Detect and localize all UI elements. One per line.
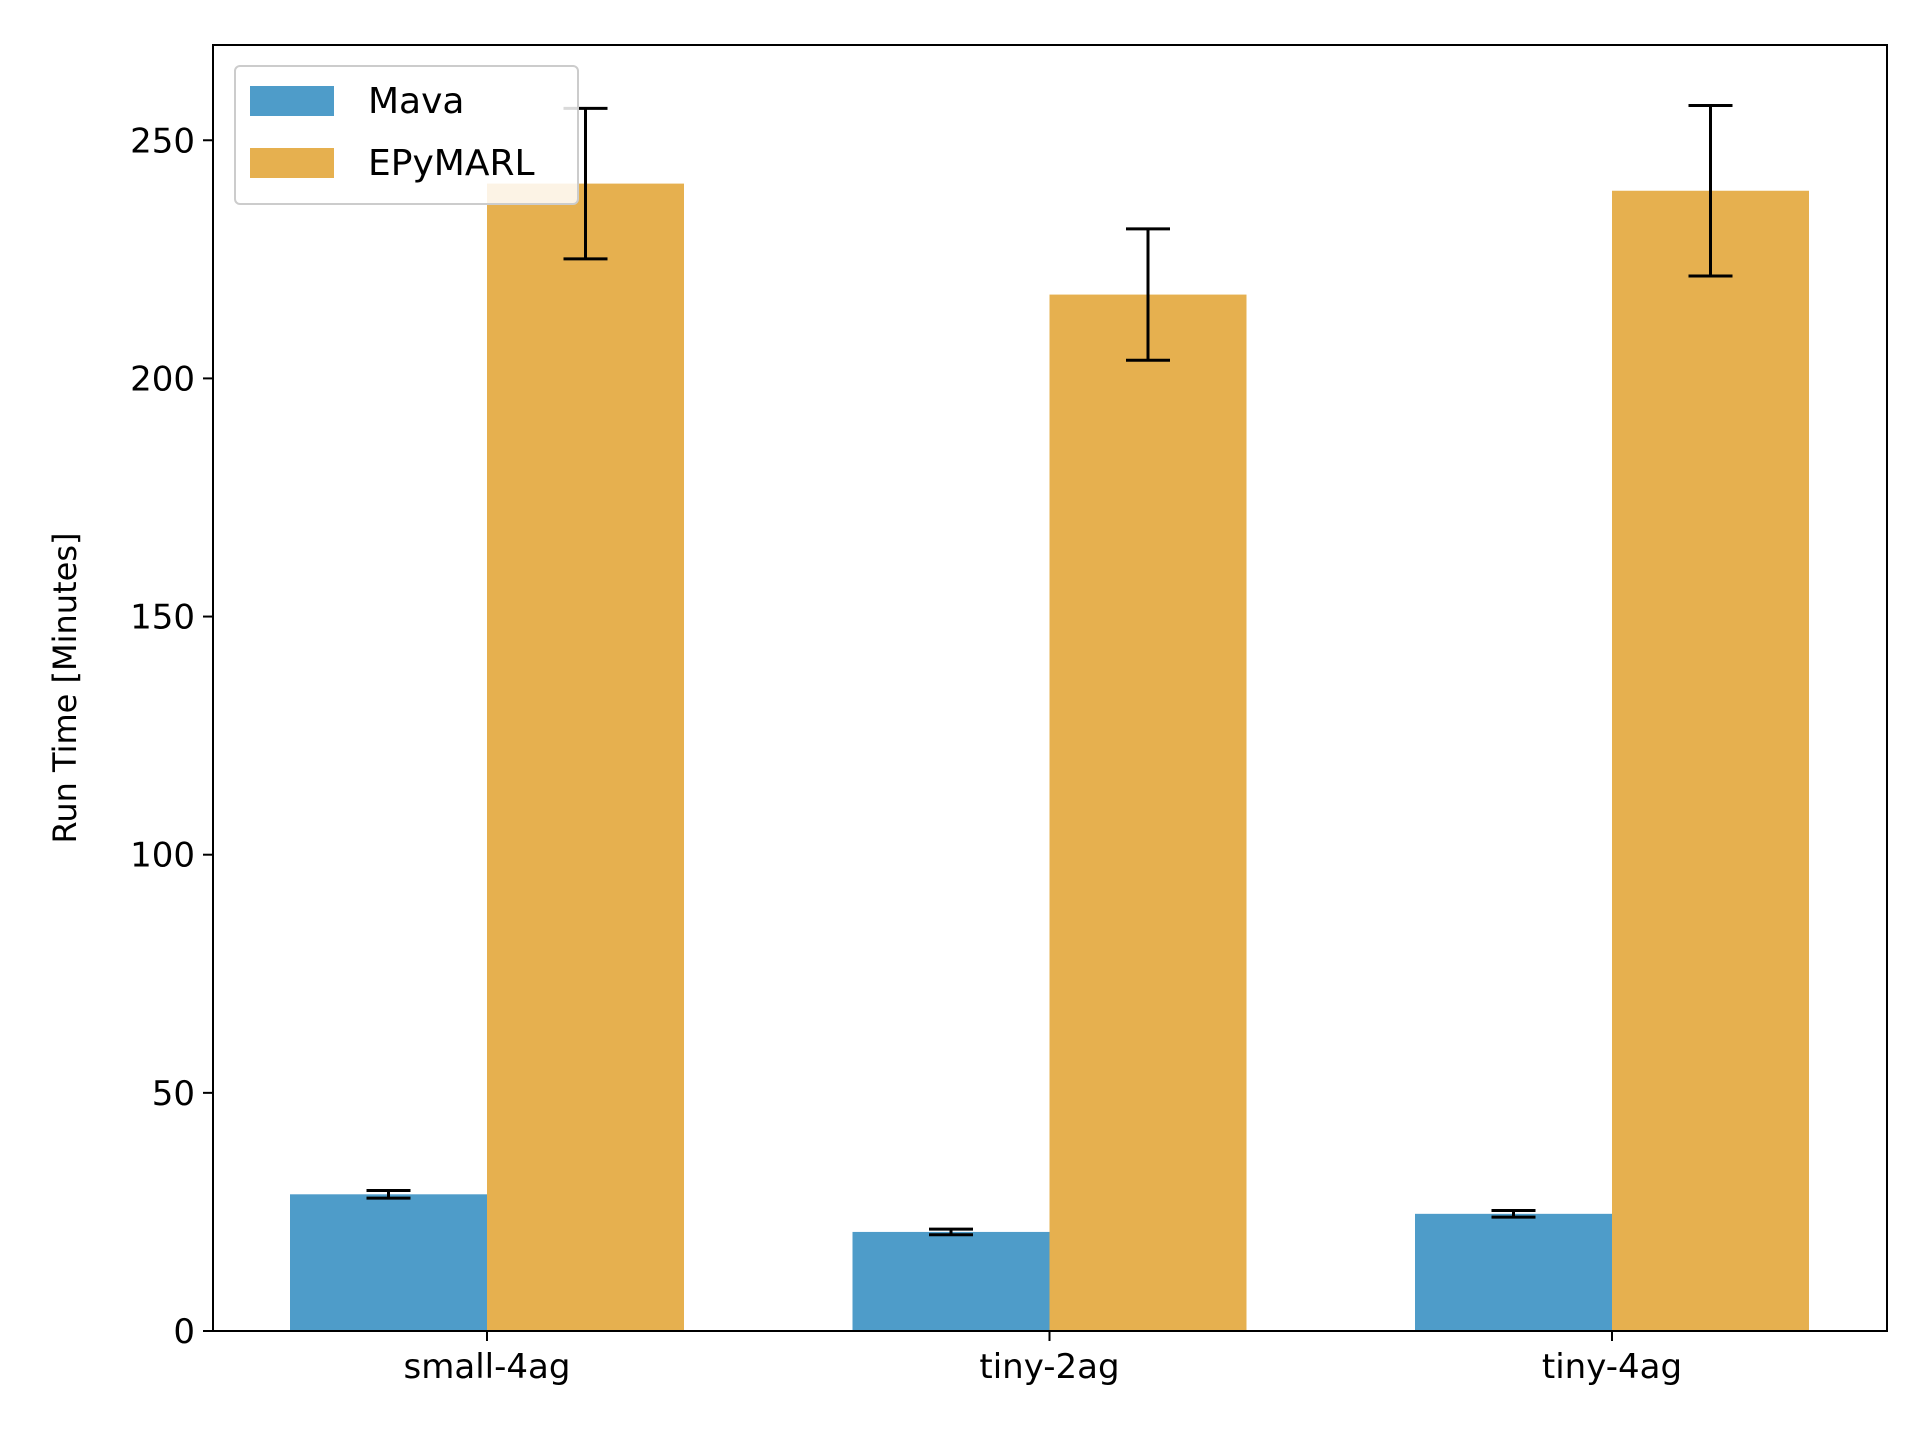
x-tick-label: tiny-2ag	[979, 1347, 1119, 1387]
y-tick-label: 50	[152, 1074, 195, 1114]
legend-swatch-epymarl	[250, 148, 334, 178]
y-axis-label: Run Time [Minutes]	[46, 533, 84, 844]
legend: Mava EPyMARL	[234, 65, 579, 205]
x-tick-label: tiny-4ag	[1542, 1347, 1682, 1387]
axis-ticks-layer: small-4ag tiny-2ag tiny-4ag 0 50 100 150 200 250	[130, 121, 1682, 1387]
bar-mava-small-4ag	[290, 1194, 487, 1331]
legend-label-epymarl: EPyMARL	[368, 143, 535, 184]
y-tick-label: 0	[173, 1312, 195, 1352]
y-tick-label: 100	[130, 836, 195, 876]
legend-label-mava: Mava	[368, 81, 465, 122]
legend-swatch-mava	[250, 86, 334, 116]
bar-mava-tiny-4ag	[1415, 1213, 1612, 1331]
bars-layer	[290, 183, 1809, 1332]
y-tick-label: 200	[130, 359, 195, 399]
bar-mava-tiny-2ag	[852, 1231, 1050, 1331]
bar-epymarl-tiny-2ag	[1049, 294, 1247, 1332]
error-bars-layer	[366, 103, 1733, 1237]
y-tick-label: 250	[130, 121, 195, 161]
y-tick-label: 150	[130, 598, 195, 638]
bar-epymarl-tiny-4ag	[1612, 190, 1809, 1331]
x-tick-label: small-4ag	[404, 1347, 571, 1387]
bar-epymarl-small-4ag	[487, 183, 684, 1332]
